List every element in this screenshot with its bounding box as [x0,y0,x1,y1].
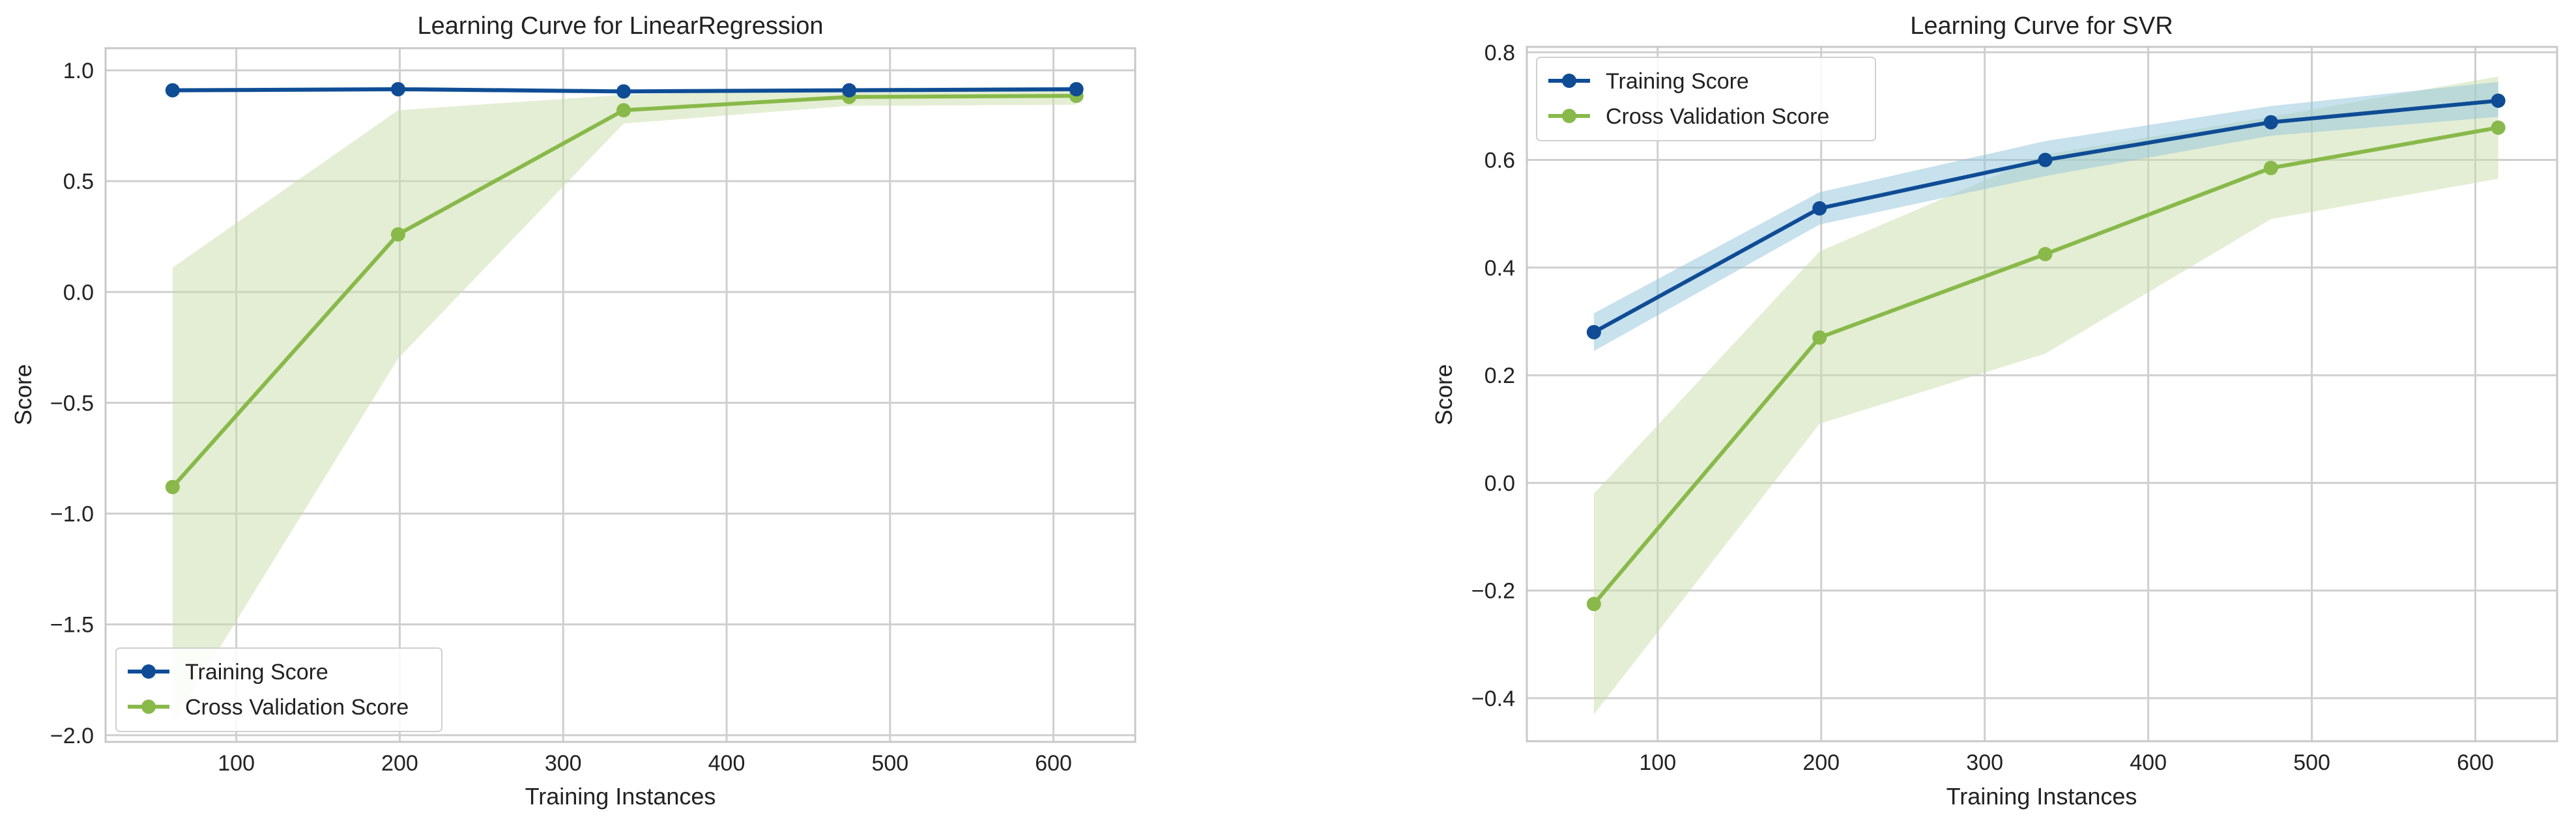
cv-score-band [1593,76,2498,715]
cv-score-band [172,87,1077,724]
y-tick-labels: −2.0 −1.5 −1.0 −0.5 0.0 0.5 1.0 [50,59,94,748]
chart-title: Learning Curve for SVR [1910,12,2173,40]
legend-box [115,647,442,732]
y-tick-label: −2.0 [50,724,94,748]
y-tick-label: −0.5 [50,391,94,416]
legend-label: Cross Validation Score [185,695,409,720]
y-tick-label: 0.6 [1484,149,1515,173]
x-tick-labels: 100 200 300 400 500 600 [1639,750,2493,775]
chart-title: Learning Curve for LinearRegression [417,12,823,40]
x-tick-labels: 100 200 300 400 500 600 [218,751,1072,776]
y-tick-label: 0.4 [1484,256,1515,281]
y-tick-label: 0.5 [63,169,94,194]
x-tick-label: 400 [2130,750,2167,775]
legend-label: Cross Validation Score [1606,104,1829,129]
cv-score-point [616,103,631,118]
training-score-point [842,83,857,98]
y-tick-label: −1.5 [50,613,94,638]
chart-linear-regression: −2.0 −1.5 −1.0 −0.5 0.0 0.5 1.0 100 200 300 400 50… [10,12,1136,810]
cv-score-point [2491,120,2506,135]
y-tick-label: 1.0 [63,59,94,83]
cv-score-point [1812,330,1827,345]
y-tick-label: −0.4 [1471,687,1515,711]
training-score-point [390,81,405,96]
x-axis-label: Training Instances [525,783,716,810]
plot-frame [1526,46,2558,743]
legend-swatch-marker [1562,74,1576,88]
cv-score-point [1586,597,1601,612]
x-tick-label: 300 [1966,750,2003,775]
x-tick-label: 600 [2457,750,2494,775]
x-tick-label: 200 [381,751,418,776]
cv-score-point [165,479,180,494]
training-score-point [2263,115,2278,130]
plot-frame [104,47,1136,743]
legend: Training Score Cross Validation Score [115,647,442,732]
y-axis-label: Score [10,364,36,425]
y-tick-label: 0.2 [1484,363,1515,388]
y-tick-label: 0.0 [1484,471,1515,496]
x-tick-label: 100 [1639,750,1676,775]
chart-svr: −0.4 −0.2 0.0 0.2 0.4 0.6 0.8 100 200 300 400 500 6… [1430,12,2558,810]
legend-swatch-marker [1562,109,1576,123]
training-score-point [165,83,180,98]
score-points [1586,93,2506,612]
legend-box [1536,57,1876,141]
y-tick-label: −1.0 [50,502,94,527]
cv-score-point [390,227,405,242]
training-score-point [1586,324,1601,339]
training-score-point [2491,93,2506,108]
training-score-point [616,84,631,99]
legend-swatch-marker [141,700,156,714]
x-tick-label: 300 [545,751,582,776]
training-score-point [1069,81,1084,96]
x-tick-label: 400 [708,751,745,776]
x-tick-label: 500 [871,751,908,776]
legend-swatch-marker [141,664,156,679]
legend: Training Score Cross Validation Score [1536,57,1876,141]
score-points [165,81,1084,494]
y-tick-label: −0.2 [1471,579,1515,604]
y-tick-label: 0.8 [1484,40,1515,65]
x-tick-label: 100 [218,751,255,776]
cv-score-point [2263,160,2278,175]
y-axis-label: Score [1430,364,1457,425]
x-tick-label: 600 [1035,751,1072,776]
training-score-point [1812,201,1827,216]
legend-label: Training Score [185,660,328,685]
y-tick-label: 0.0 [63,280,94,305]
x-tick-label: 200 [1802,750,1840,775]
cv-score-point [2038,247,2053,262]
y-tick-labels: −0.4 −0.2 0.0 0.2 0.4 0.6 0.8 [1471,40,1515,711]
x-axis-label: Training Instances [1946,783,2137,810]
legend-label: Training Score [1606,69,1749,94]
x-tick-label: 500 [2293,750,2330,775]
training-score-point [2038,152,2053,167]
